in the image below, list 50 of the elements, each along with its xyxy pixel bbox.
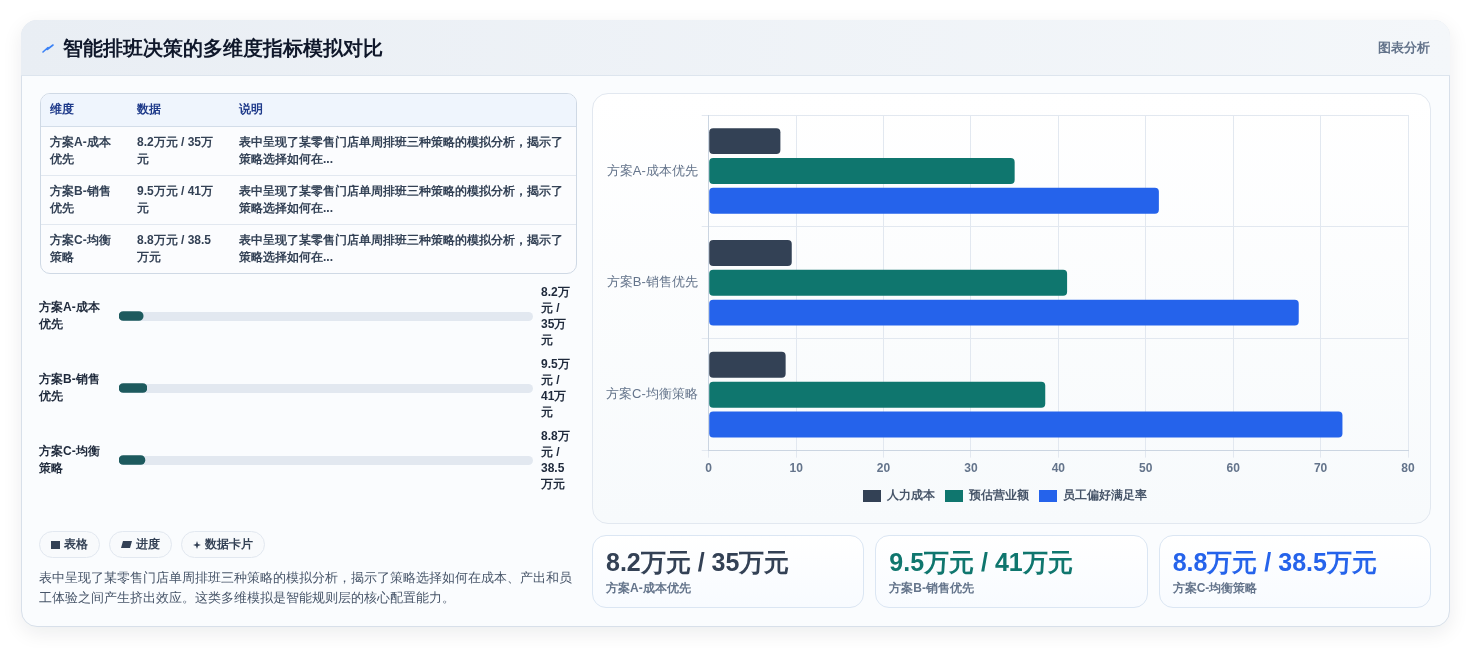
- y-tick-label: 方案C-均衡策略: [39, 443, 101, 477]
- legend-label: 员工偏好满足率: [1063, 488, 1147, 503]
- y-tick-label: 方案B-销售优先: [39, 371, 101, 405]
- y-tick-label: 方案A-成本优先: [39, 299, 101, 333]
- bar: [709, 128, 781, 155]
- data-label: 8.2万元 / 35万元: [541, 284, 571, 348]
- text: 进度: [136, 537, 160, 552]
- text: 表格: [64, 537, 88, 552]
- x-tick-label: 20: [876, 461, 891, 476]
- x-tick-label: 40: [1051, 461, 1066, 476]
- y-tick-label: 方案A-成本优先: [606, 162, 698, 178]
- y-tick-label: 方案C-均衡策略: [606, 386, 698, 402]
- text: 表中呈现了某零售门店单周排班三种策略的模拟分析，揭示了策略选择如何在...: [239, 183, 563, 215]
- text: 9.5万元 / 41万元: [889, 548, 1073, 576]
- category-label: 数据: [128, 94, 230, 126]
- x-tick-label: 50: [1139, 461, 1153, 476]
- bar: [709, 299, 1299, 326]
- category-label: 说明: [230, 94, 576, 126]
- category-label: 方案C-均衡策略: [1172, 580, 1259, 596]
- text: 8.8万元 / 38.5万元: [137, 232, 212, 264]
- data-label: 8.8万元 / 38.5万元: [541, 428, 571, 492]
- text: 表中呈现了某零售门店单周排班三种策略的模拟分析，揭示了策略选择如何在成本、产出和员工体验之间产生挤出效应。这类多维模拟是智能规则层的核心配置能力。: [39, 569, 573, 607]
- legend-label: 人力成本: [886, 488, 936, 503]
- x-tick-label: 0: [705, 461, 713, 476]
- text: 图表分析: [1378, 39, 1430, 57]
- text: 数据卡片: [205, 537, 253, 552]
- legend-label: 预估营业额: [968, 488, 1030, 503]
- x-tick-label: 80: [1401, 461, 1415, 476]
- bar: [709, 411, 1343, 438]
- bar: [709, 381, 1046, 408]
- text: 8.8万元 / 38.5万元: [1172, 548, 1377, 576]
- x-tick-label: 60: [1226, 461, 1241, 476]
- x-tick-label: 10: [789, 461, 804, 476]
- bar: [709, 187, 1159, 214]
- text: 智能排班决策的多维度指标模拟对比: [63, 36, 383, 61]
- x-tick-label: 30: [964, 461, 978, 476]
- category-label: 维度: [41, 94, 128, 126]
- y-tick-label: 方案B-销售优先: [606, 274, 698, 290]
- category-label: 方案B-销售优先: [889, 580, 975, 596]
- text: 表中呈现了某零售门店单周排班三种策略的模拟分析，揭示了策略选择如何在...: [239, 134, 563, 166]
- text: 表中呈现了某零售门店单周排班三种策略的模拟分析，揭示了策略选择如何在...: [239, 232, 563, 264]
- bar: [709, 269, 1068, 296]
- bar: [709, 351, 786, 378]
- x-tick-label: 70: [1313, 461, 1328, 476]
- text: 9.5万元 / 41万元: [137, 183, 214, 215]
- text: 8.2万元 / 35万元: [606, 548, 790, 576]
- bar: [709, 157, 1015, 184]
- text: 8.2万元 / 35万元: [137, 134, 214, 166]
- data-label: 9.5万元 / 41万元: [541, 356, 571, 420]
- bar: [709, 239, 792, 266]
